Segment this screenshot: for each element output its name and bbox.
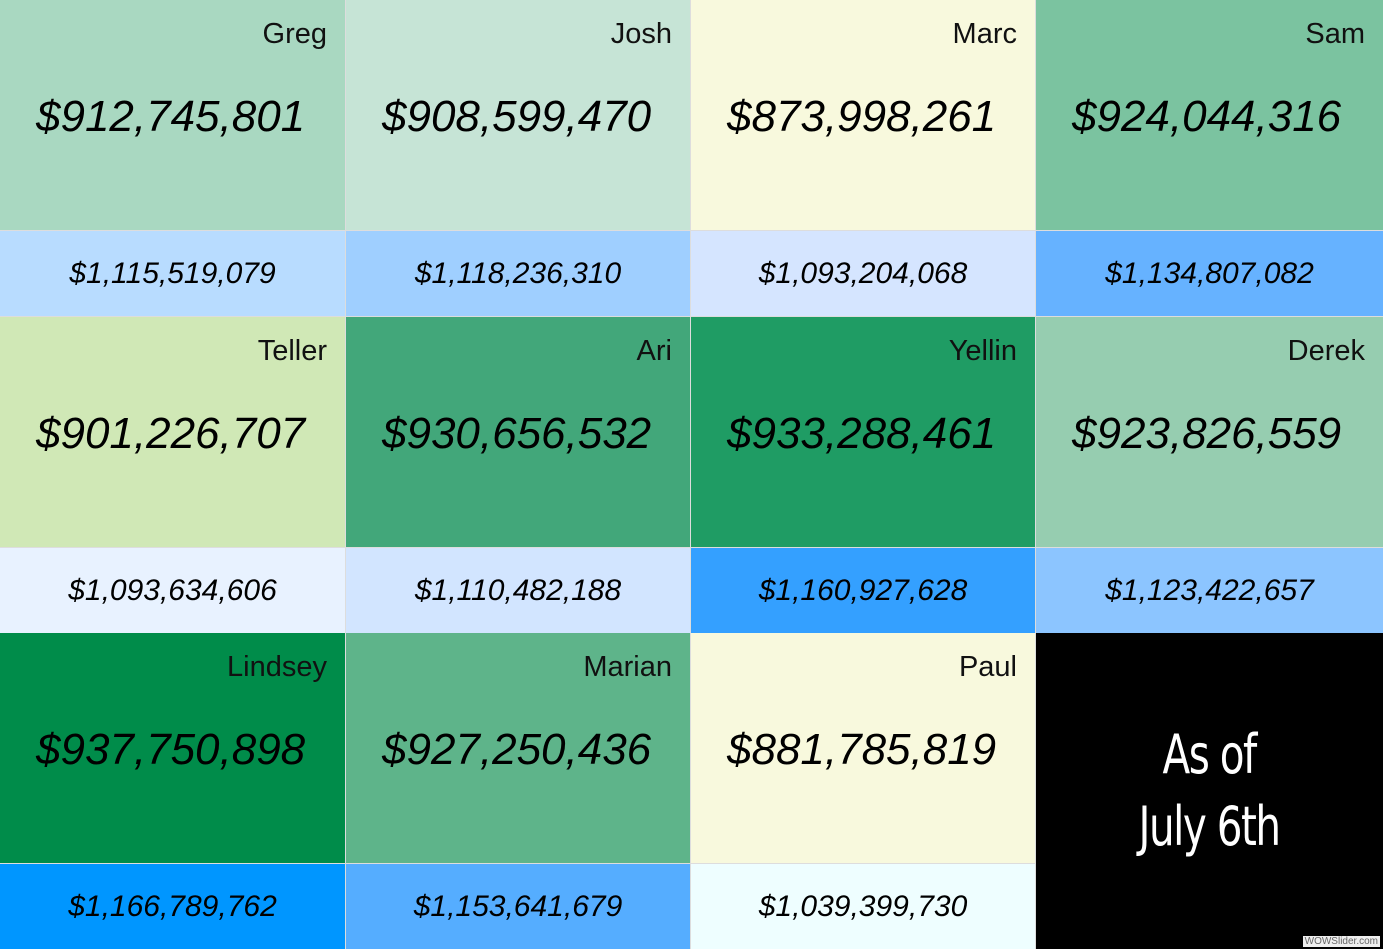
tile-value: $924,044,316 bbox=[1072, 92, 1342, 141]
tile: Ari $930,656,532 bbox=[346, 317, 690, 547]
tile-name: Teller bbox=[257, 335, 327, 367]
tile-value: $923,826,559 bbox=[1072, 409, 1342, 458]
tile-value: $927,250,436 bbox=[382, 725, 652, 774]
tile-footer: $1,093,634,606 bbox=[0, 548, 345, 633]
tile-value: $901,226,707 bbox=[36, 409, 306, 458]
tile-subvalue: $1,134,807,082 bbox=[1105, 256, 1314, 290]
tile-name: Lindsey bbox=[227, 651, 327, 683]
tile: Marian $927,250,436 bbox=[346, 633, 690, 863]
tile: Paul $881,785,819 bbox=[691, 633, 1035, 863]
tile-value: $873,998,261 bbox=[727, 92, 997, 141]
tile-subvalue: $1,115,519,079 bbox=[69, 256, 276, 290]
watermark: WOWSlider.com bbox=[1302, 936, 1380, 947]
tile-footer: $1,166,789,762 bbox=[0, 864, 345, 949]
tile-value: $881,785,819 bbox=[727, 725, 997, 774]
tile: Lindsey $937,750,898 bbox=[0, 633, 345, 863]
note-line: July 6th bbox=[1138, 795, 1282, 858]
tile-footer: $1,123,422,657 bbox=[1036, 548, 1383, 633]
tile-footer: $1,118,236,310 bbox=[346, 231, 690, 316]
tile: Sam $924,044,316 bbox=[1036, 0, 1383, 230]
tile-value: $912,745,801 bbox=[36, 92, 306, 141]
tile-subvalue: $1,123,422,657 bbox=[1105, 573, 1314, 607]
tile-subvalue: $1,093,204,068 bbox=[758, 256, 968, 290]
tile-subvalue: $1,039,399,730 bbox=[758, 889, 968, 923]
tile-name: Sam bbox=[1305, 18, 1365, 50]
tile-name: Josh bbox=[610, 18, 672, 50]
tile-footer: $1,039,399,730 bbox=[691, 864, 1035, 949]
tile-subvalue: $1,110,482,188 bbox=[414, 573, 622, 607]
tile: Yellin $933,288,461 bbox=[691, 317, 1035, 547]
tile: Derek $923,826,559 bbox=[1036, 317, 1383, 547]
tile-name: Paul bbox=[958, 651, 1017, 683]
tile-value: $930,656,532 bbox=[382, 409, 652, 458]
tile-subvalue: $1,118,236,310 bbox=[414, 256, 622, 290]
tile-value: $933,288,461 bbox=[727, 409, 997, 458]
tile: Marc $873,998,261 bbox=[691, 0, 1035, 230]
tile: Josh $908,599,470 bbox=[346, 0, 690, 230]
tile-name: Yellin bbox=[948, 335, 1017, 367]
date-note: As of July 6th bbox=[1036, 633, 1383, 949]
tile-footer: $1,093,204,068 bbox=[691, 231, 1035, 316]
tile-subvalue: $1,153,641,679 bbox=[413, 889, 623, 923]
tile-footer: $1,110,482,188 bbox=[346, 548, 690, 633]
tile-subvalue: $1,093,634,606 bbox=[68, 573, 277, 607]
tile-footer: $1,115,519,079 bbox=[0, 231, 345, 316]
tile-subvalue: $1,166,789,762 bbox=[68, 889, 277, 923]
tile-name: Greg bbox=[262, 18, 327, 50]
tile-footer: $1,153,641,679 bbox=[346, 864, 690, 949]
note-line: As of bbox=[1162, 723, 1258, 786]
tile-name: Derek bbox=[1287, 335, 1365, 367]
tile-name: Marian bbox=[583, 651, 672, 683]
tile-subvalue: $1,160,927,628 bbox=[758, 573, 968, 607]
tile-name: Ari bbox=[636, 335, 672, 367]
tile-footer: $1,160,927,628 bbox=[691, 548, 1035, 633]
tile-value: $937,750,898 bbox=[36, 725, 306, 774]
tile: Teller $901,226,707 bbox=[0, 317, 345, 547]
tile-value: $908,599,470 bbox=[382, 92, 652, 141]
tile-footer: $1,134,807,082 bbox=[1036, 231, 1383, 316]
tile-name: Marc bbox=[952, 18, 1017, 50]
tile: Greg $912,745,801 bbox=[0, 0, 345, 230]
